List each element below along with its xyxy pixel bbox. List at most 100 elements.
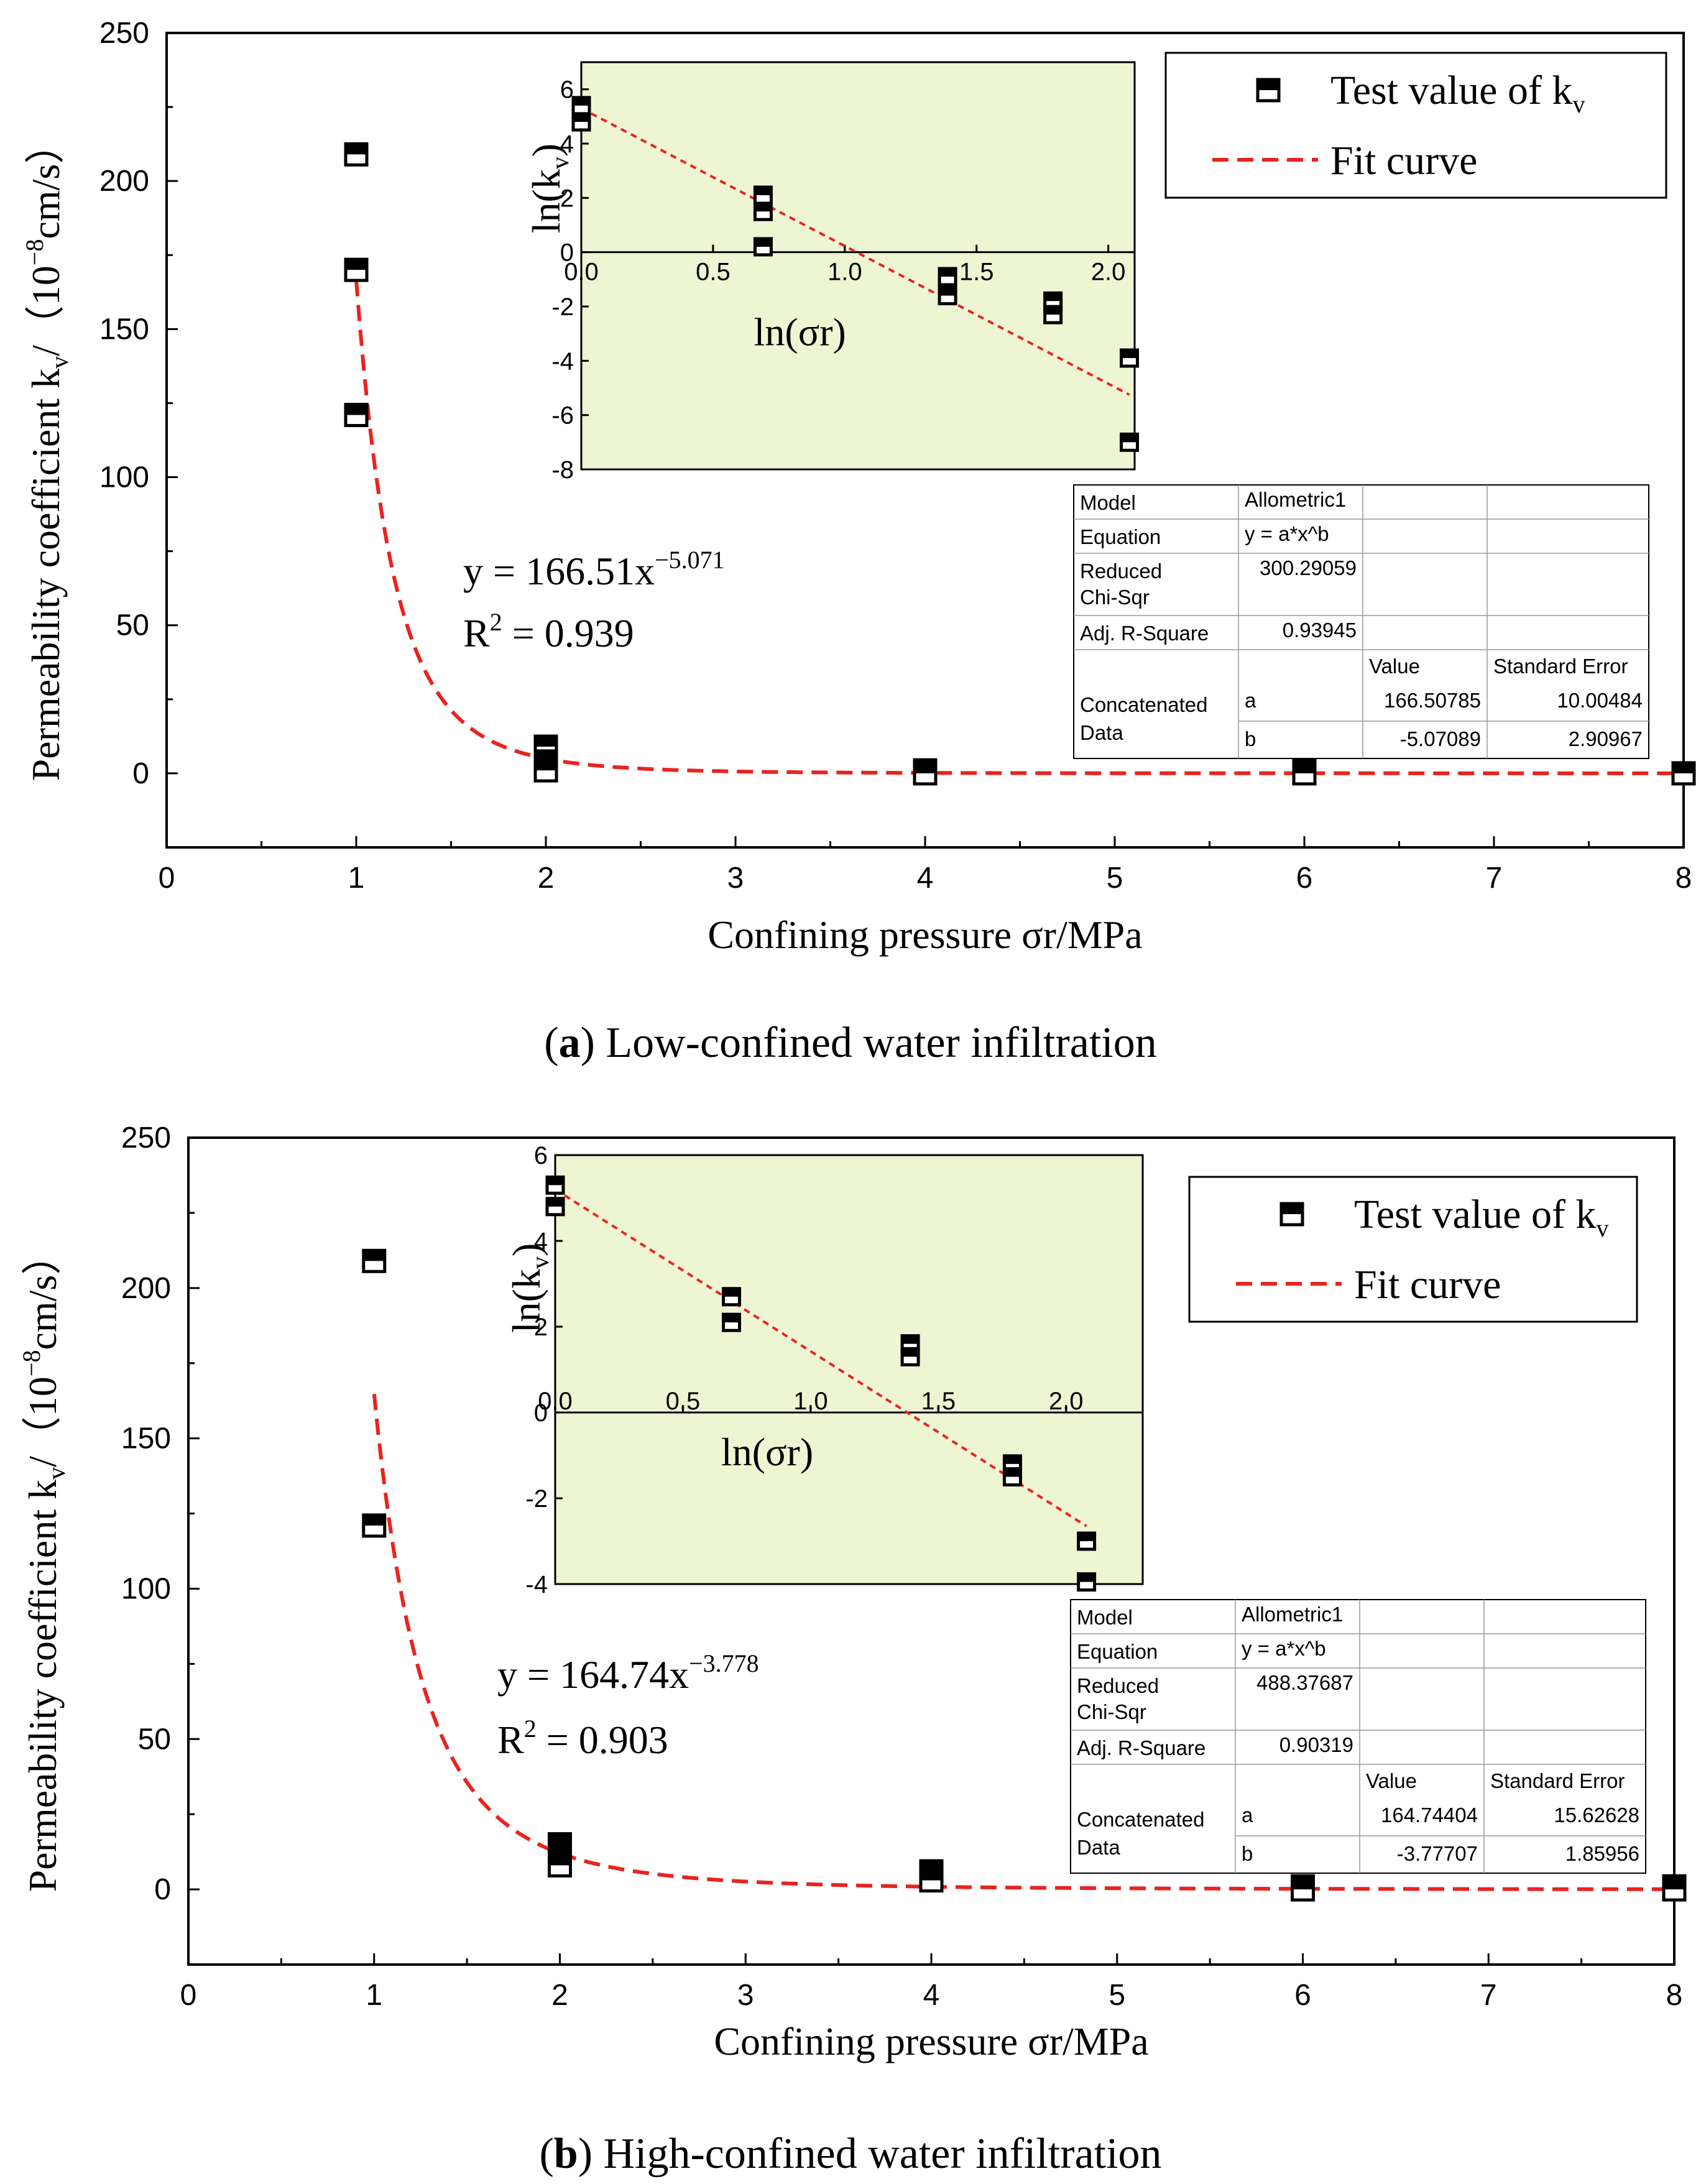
data-point [533, 758, 558, 783]
r-squared: R2 = 0.903 [497, 1715, 668, 1762]
stats-model-label: Model [1080, 491, 1136, 514]
x-tick-label: 1 [366, 1979, 382, 2012]
inset-data-point [722, 1287, 741, 1307]
stats-b-se: 2.90967 [1569, 727, 1643, 750]
legend-test-value: Test value of kv [1330, 68, 1585, 118]
inset-y-tick-label: -4 [551, 348, 574, 375]
stats-equation-value: y = a*x^b [1245, 522, 1329, 545]
inset-data-point [1120, 432, 1140, 452]
data-point [919, 1868, 944, 1893]
x-tick-label: 7 [1486, 862, 1503, 895]
legend-marker [1279, 1202, 1304, 1227]
equation-base: y = 166.51x [463, 549, 655, 593]
x-tick-label: 8 [1676, 862, 1692, 895]
inset-chart: 0.0 0.5 1.0 1.5 2.0 6 4 2 0 -2 -4 ln(σr) ln(kv) [504, 1142, 1144, 1598]
marker-fill [723, 1314, 740, 1323]
inset-y-title: ln(kv) [504, 1243, 554, 1333]
inset-x-tick-label: 0.0 [564, 259, 599, 286]
stats-a-value: 166.50785 [1384, 689, 1481, 712]
x-tick-label: 0 [159, 862, 175, 895]
marker-fill [1121, 349, 1138, 358]
marker-fill [902, 1335, 919, 1344]
x-tick-label: 2 [538, 862, 555, 895]
inset-chart: 0.0 0.5 1.0 1.5 2.0 6 4 2 0 -2 -4 -6 -8 ln(σr) ln(kv) [524, 61, 1140, 484]
caption-text: ) Low-confined water infiltration [581, 1019, 1157, 1067]
inset-data-point [1077, 1531, 1097, 1551]
inset-x-tick-label: 0.5 [696, 259, 731, 286]
stats-chisqr-label-2: Chi-Sqr [1080, 586, 1150, 609]
inset-y-title-sub: v [546, 157, 574, 169]
inset-x-tick-label: 1.5 [921, 1388, 956, 1415]
stats-value-header: Value [1366, 1769, 1417, 1792]
stats-equation-value: y = a*x^b [1242, 1637, 1326, 1660]
inset-data-point [1043, 305, 1063, 325]
marker-fill [573, 114, 589, 122]
inset-fit-line [581, 107, 1130, 396]
inset-data-point [753, 237, 773, 257]
marker-fill [346, 259, 367, 270]
x-tick-label: 6 [1296, 862, 1313, 895]
marker-fill [346, 144, 367, 155]
legend-test-value: Test value of kv [1354, 1192, 1608, 1242]
stats-model-value: Allometric1 [1242, 1603, 1343, 1626]
legend-fit-curve: Fit curve [1330, 138, 1477, 183]
stats-model-label: Model [1077, 1606, 1133, 1629]
y-tick-label: 250 [121, 1122, 171, 1154]
stats-table: Model Allometric1 Equation y = a*x^b Reduced… [1070, 1599, 1646, 1874]
stats-param-a: a [1242, 1804, 1253, 1827]
y-axis-title: Permeability coefficient kv/（10−8cm/s） [21, 124, 73, 781]
y-tick-label: 200 [99, 165, 149, 198]
inset-x-tick-label: 2.0 [1091, 259, 1126, 286]
y-tick-label: 0 [154, 1873, 171, 1906]
inset-y-tick-label: -6 [551, 402, 574, 430]
data-point [548, 1853, 572, 1878]
marker-fill [549, 1855, 571, 1866]
stats-param-b: b [1245, 727, 1256, 750]
legend-marker [1256, 78, 1281, 103]
marker-fill [1078, 1533, 1095, 1541]
y-title-text: Permeability coefficient k [21, 1480, 65, 1892]
inset-y-tick-label: 6 [560, 76, 574, 104]
y-title-exp: −8 [17, 1350, 45, 1377]
marker-fill [346, 404, 367, 415]
x-tick-label: 5 [1107, 862, 1123, 895]
stats-equation-label: Equation [1080, 525, 1161, 548]
inset-fit-line [554, 1188, 1087, 1527]
inset-data-point [753, 201, 773, 221]
r-squared: R2 = 0.939 [463, 608, 634, 655]
stats-value-header: Value [1369, 655, 1420, 678]
inset-data-point [1120, 348, 1140, 368]
inset-x-title: ln(σr) [721, 1430, 813, 1474]
marker-fill [1673, 762, 1694, 773]
inset-y-tick-label: 4 [560, 131, 574, 158]
marker-fill [921, 1869, 942, 1881]
r2-exponent: 2 [524, 1715, 537, 1743]
marker-fill [1292, 1879, 1314, 1890]
inset-x-tick-label: 1.0 [827, 259, 862, 286]
inset-y-title: ln(kv) [524, 144, 574, 233]
r2-value: = 0.939 [502, 611, 634, 655]
marker-fill [755, 238, 772, 247]
caption-letter: b [554, 2130, 578, 2178]
y-title-unit: /（10 [24, 265, 68, 356]
marker-fill [1044, 306, 1061, 315]
stats-equation-label: Equation [1077, 1640, 1158, 1663]
marker-fill [1004, 1455, 1021, 1464]
x-tick-label: 0 [180, 1979, 197, 2012]
y-tick-label: 0 [132, 757, 149, 790]
stats-adjr-value: 0.90319 [1279, 1733, 1353, 1756]
marker-fill [915, 762, 936, 773]
inset-data-point [1077, 1572, 1097, 1592]
legend-test-sub: v [1596, 1214, 1608, 1242]
stats-param-a: a [1245, 689, 1256, 712]
caption-open: ( [539, 2130, 553, 2178]
marker-fill [1294, 762, 1315, 773]
inset-data-point [571, 96, 591, 116]
inset-data-point [900, 1347, 920, 1366]
inset-x-tick-label: 0.0 [538, 1388, 573, 1415]
stats-data-label: Concatenated [1077, 1808, 1205, 1831]
stats-param-b: b [1242, 1842, 1253, 1865]
inset-y-tick-label: -2 [525, 1485, 548, 1513]
marker-fill [1281, 1204, 1302, 1214]
x-tick-label: 4 [917, 862, 934, 895]
